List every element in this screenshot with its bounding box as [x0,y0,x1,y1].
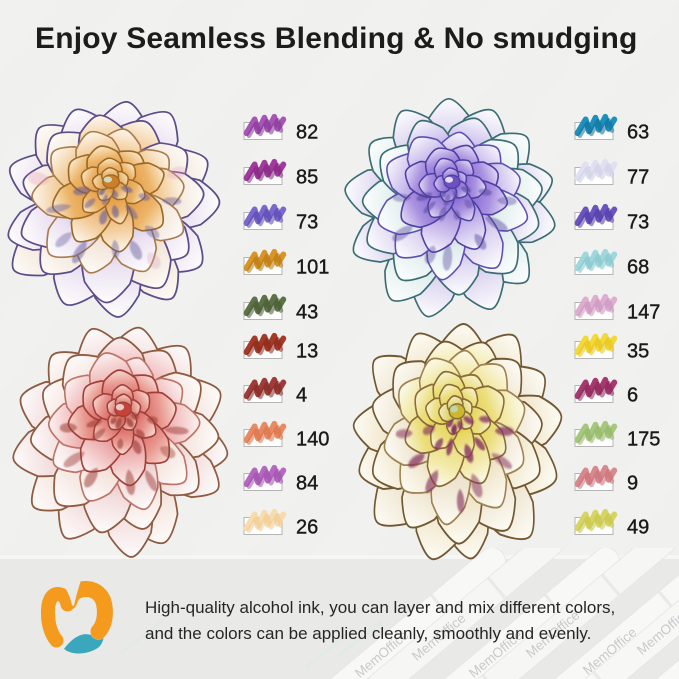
svg-text:26: 26 [296,517,318,539]
svg-text:35: 35 [627,341,649,363]
svg-text:43: 43 [296,302,318,324]
svg-text:147: 147 [627,302,660,324]
svg-text:84: 84 [296,473,318,495]
svg-text:175: 175 [627,429,660,451]
svg-text:82: 82 [296,122,318,144]
svg-text:73: 73 [296,212,318,234]
svg-text:101: 101 [296,257,329,279]
svg-text:140: 140 [296,429,329,451]
svg-text:63: 63 [627,122,649,144]
svg-text:6: 6 [627,385,638,407]
svg-text:9: 9 [627,473,638,495]
svg-text:77: 77 [627,167,649,189]
svg-text:85: 85 [296,167,318,189]
svg-text:73: 73 [627,212,649,234]
svg-text:13: 13 [296,341,318,363]
svg-text:68: 68 [627,257,649,279]
svg-text:4: 4 [296,385,307,407]
svg-text:49: 49 [627,517,649,539]
